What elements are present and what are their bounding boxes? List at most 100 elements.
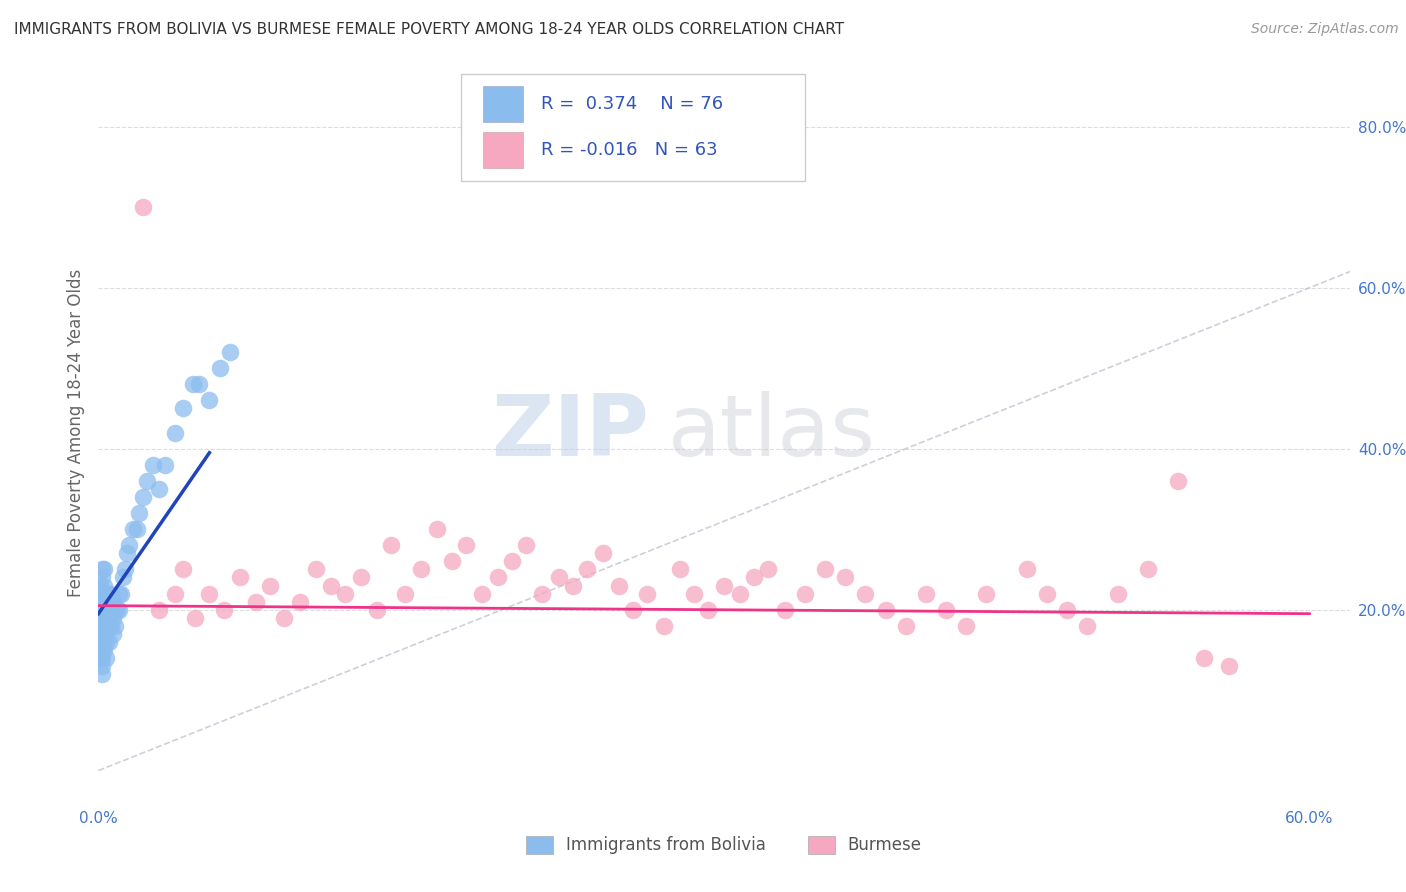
Point	[636, 586, 658, 600]
Point	[107, 602, 129, 616]
Point	[350, 570, 373, 584]
Point	[773, 602, 796, 616]
Point	[172, 401, 194, 416]
Point	[91, 594, 114, 608]
Point	[125, 522, 148, 536]
Point	[440, 554, 463, 568]
Point	[305, 562, 328, 576]
Point	[91, 667, 114, 681]
Point	[172, 562, 194, 576]
Point	[93, 586, 115, 600]
Point	[89, 627, 111, 641]
Point	[198, 393, 221, 408]
Point	[208, 361, 231, 376]
Point	[1194, 651, 1216, 665]
Point	[89, 594, 111, 608]
Point	[115, 546, 138, 560]
Point	[118, 538, 141, 552]
Point	[105, 602, 128, 616]
Point	[93, 578, 115, 592]
Point	[89, 643, 111, 657]
Point	[91, 602, 114, 616]
Point	[132, 490, 155, 504]
Point	[454, 538, 477, 552]
Point	[89, 619, 111, 633]
Y-axis label: Female Poverty Among 18-24 Year Olds: Female Poverty Among 18-24 Year Olds	[66, 268, 84, 597]
Point	[184, 610, 207, 624]
Point	[107, 586, 129, 600]
Point	[758, 562, 780, 576]
Point	[1076, 619, 1098, 633]
Point	[592, 546, 614, 560]
Point	[1036, 586, 1059, 600]
Point	[91, 610, 114, 624]
Point	[91, 651, 114, 665]
Point	[100, 602, 122, 616]
Point	[121, 522, 143, 536]
Point	[728, 586, 751, 600]
Point	[853, 586, 876, 600]
Point	[153, 458, 176, 472]
Point	[96, 635, 118, 649]
Point	[110, 586, 132, 600]
Point	[198, 586, 221, 600]
Point	[834, 570, 856, 584]
Point	[212, 602, 235, 616]
Point	[273, 610, 295, 624]
Point	[955, 619, 977, 633]
Point	[89, 651, 111, 665]
Point	[319, 578, 342, 592]
Point	[181, 377, 204, 392]
Point	[976, 586, 998, 600]
Point	[111, 570, 134, 584]
Text: R = -0.016   N = 63: R = -0.016 N = 63	[541, 141, 718, 159]
Point	[894, 619, 917, 633]
Point	[91, 619, 114, 633]
Point	[188, 377, 211, 392]
Point	[814, 562, 837, 576]
Point	[91, 619, 114, 633]
Point	[93, 610, 115, 624]
Point	[1167, 474, 1189, 488]
Point	[91, 586, 114, 600]
Point	[89, 635, 111, 649]
Point	[93, 602, 115, 616]
Point	[486, 570, 509, 584]
Point	[333, 586, 356, 600]
Point	[101, 594, 124, 608]
Point	[93, 619, 115, 633]
Point	[148, 602, 170, 616]
Point	[91, 635, 114, 649]
Point	[366, 602, 388, 616]
Point	[96, 602, 118, 616]
Point	[93, 562, 115, 576]
FancyBboxPatch shape	[482, 87, 523, 122]
Point	[91, 643, 114, 657]
Point	[1136, 562, 1159, 576]
Point	[128, 506, 150, 520]
Text: IMMIGRANTS FROM BOLIVIA VS BURMESE FEMALE POVERTY AMONG 18-24 YEAR OLDS CORRELAT: IMMIGRANTS FROM BOLIVIA VS BURMESE FEMAL…	[14, 22, 844, 37]
Point	[142, 458, 165, 472]
Text: ZIP: ZIP	[491, 391, 650, 475]
Point	[218, 345, 240, 359]
Point	[575, 562, 598, 576]
Point	[96, 619, 118, 633]
Point	[471, 586, 494, 600]
Point	[1015, 562, 1038, 576]
Point	[165, 425, 187, 440]
Point	[100, 586, 122, 600]
Point	[91, 586, 114, 600]
Point	[290, 594, 312, 608]
Point	[165, 586, 187, 600]
Point	[652, 619, 675, 633]
Point	[91, 570, 114, 584]
Point	[394, 586, 416, 600]
Point	[228, 570, 250, 584]
Point	[97, 586, 120, 600]
Point	[744, 570, 766, 584]
Point	[245, 594, 267, 608]
Point	[96, 586, 118, 600]
Point	[93, 627, 115, 641]
Point	[713, 578, 735, 592]
Text: R =  0.374    N = 76: R = 0.374 N = 76	[541, 95, 724, 113]
